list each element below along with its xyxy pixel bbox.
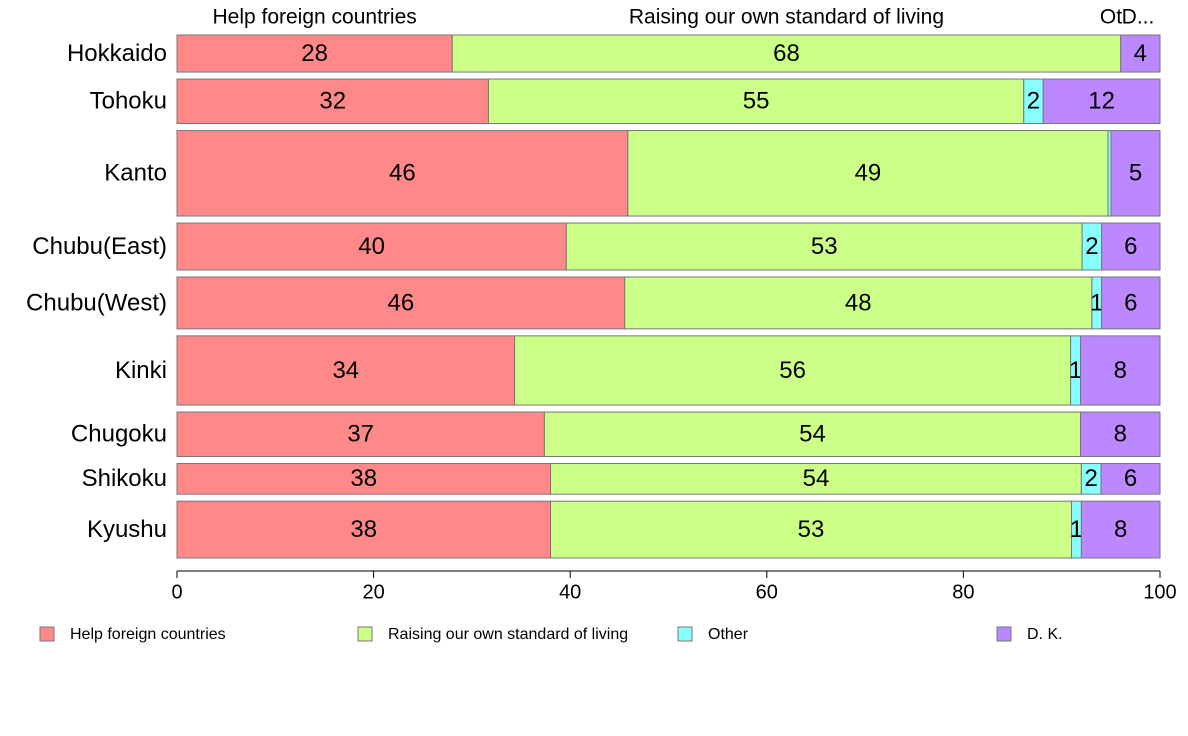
data-label: 5 [1129,160,1142,187]
data-label: 46 [387,289,414,316]
legend-swatch [677,626,693,642]
bar-segment [1080,411,1161,458]
bar-segment [176,335,516,406]
data-label: 2 [1085,233,1098,260]
column-header: Help foreign countries [212,6,416,29]
data-label: 49 [855,160,882,187]
data-label: 4 [1134,40,1147,67]
data-label: 1 [1090,289,1103,316]
bar-segment [1110,130,1161,217]
bar-segment [627,130,1109,217]
bar-segment [1101,222,1161,271]
bar-segment [1100,463,1161,495]
data-label: 34 [332,357,359,384]
data-label: 6 [1124,233,1137,260]
data-label: 8 [1114,421,1127,448]
category-label: Chugoku [71,421,167,448]
x-tick-label: 20 [362,581,384,603]
data-label: 2 [1027,88,1040,115]
bar-segment [550,463,1082,495]
bar-segment [176,463,552,495]
data-label: 38 [350,465,377,492]
data-label: 37 [347,421,374,448]
data-label: 68 [773,40,800,67]
bar-segment [176,34,453,73]
data-label: 1 [1069,357,1082,384]
data-label: 12 [1088,88,1115,115]
bar-segment [1042,78,1161,125]
data-label: 8 [1114,516,1127,543]
x-tick-label: 80 [952,581,974,603]
legend-swatch [357,626,373,642]
bar-segment [514,335,1072,406]
category-label: Kyushu [87,516,167,543]
legend-swatch [39,626,55,642]
x-tick-label: 40 [559,581,581,603]
bar-segment [624,276,1093,330]
data-label: 53 [798,516,825,543]
x-tick-label: 100 [1143,581,1176,603]
category-label: Chubu(West) [26,289,167,316]
data-label: 2 [1085,465,1098,492]
data-label: 55 [743,88,770,115]
column-header: Raising our own standard of living [629,6,944,29]
data-label: 40 [358,233,385,260]
bar-segment [1101,276,1161,330]
column-header: D... [1122,6,1155,29]
bar-segment [176,130,629,217]
legend-swatch [996,626,1012,642]
data-label: 53 [811,233,838,260]
legend-label: Other [708,626,749,643]
data-label: 1 [1070,516,1083,543]
data-label: 38 [350,516,377,543]
data-label: 32 [319,88,346,115]
bar-segment [1080,335,1161,406]
data-label: 8 [1114,357,1127,384]
bar-segment [543,411,1082,458]
bar-segment [176,222,567,271]
bar-segment [176,500,552,559]
category-label: Chubu(East) [32,233,167,260]
data-label: 54 [799,421,826,448]
bar-segment [176,276,626,330]
data-label: 46 [389,160,416,187]
legend-label: D. K. [1027,626,1063,643]
data-label: 28 [301,40,328,67]
bar-segment [176,78,489,125]
category-label: Hokkaido [67,40,167,67]
legend-label: Help foreign countries [70,626,226,643]
category-label: Shikoku [82,465,167,492]
x-tick-label: 0 [171,581,182,603]
data-label: 56 [779,357,806,384]
category-label: Kanto [104,160,167,187]
data-label: 6 [1124,289,1137,316]
bar-segment [176,411,545,458]
bar-segment [1120,34,1161,73]
category-label: Tohoku [90,88,167,115]
bar-segment [487,78,1025,125]
bar-segment [565,222,1083,271]
x-tick-label: 60 [756,581,778,603]
data-label: 54 [803,465,830,492]
bar-segment [451,34,1122,73]
legend-label: Raising our own standard of living [388,626,628,643]
data-label: 6 [1124,465,1137,492]
category-label: Kinki [115,357,167,384]
column-header: Ot [1100,6,1122,29]
data-label: 48 [845,289,872,316]
bar-segment [1080,500,1161,559]
